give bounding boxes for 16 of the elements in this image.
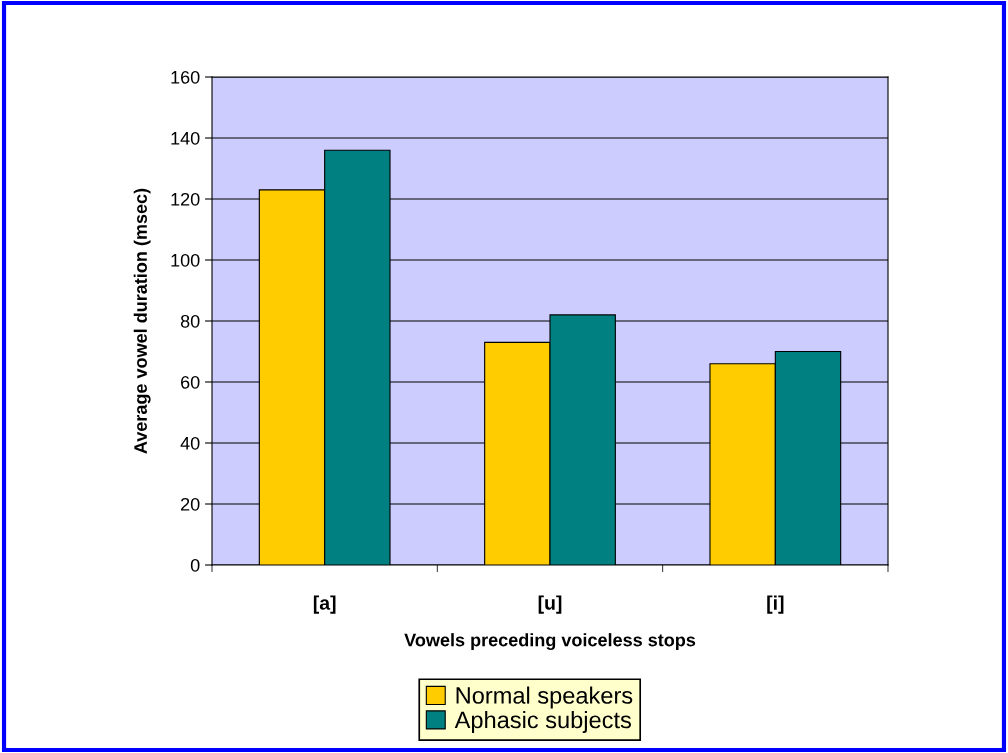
y-tick-label: 100 xyxy=(171,253,200,267)
x-axis-title: Vowels preceding voiceless stops xyxy=(404,633,696,651)
legend-label: Aphasic subjects xyxy=(454,710,631,733)
legend-label: Normal speakers xyxy=(456,686,633,709)
y-tick-label: 60 xyxy=(181,375,200,389)
y-axis-title: Average vowel duration (msec) xyxy=(133,188,151,454)
y-tick-label: 0 xyxy=(190,558,200,572)
x-tick-label: [a] xyxy=(313,595,336,614)
y-tick-label: 160 xyxy=(171,70,200,84)
x-tick-label: [i] xyxy=(767,595,784,614)
y-tick-label: 20 xyxy=(181,497,200,511)
y-tick-label: 40 xyxy=(180,436,200,450)
x-tick-label: [u] xyxy=(538,595,562,614)
y-tick-label: 120 xyxy=(171,192,200,206)
y-tick-label: 140 xyxy=(171,131,200,145)
y-tick-label: 80 xyxy=(180,314,200,328)
